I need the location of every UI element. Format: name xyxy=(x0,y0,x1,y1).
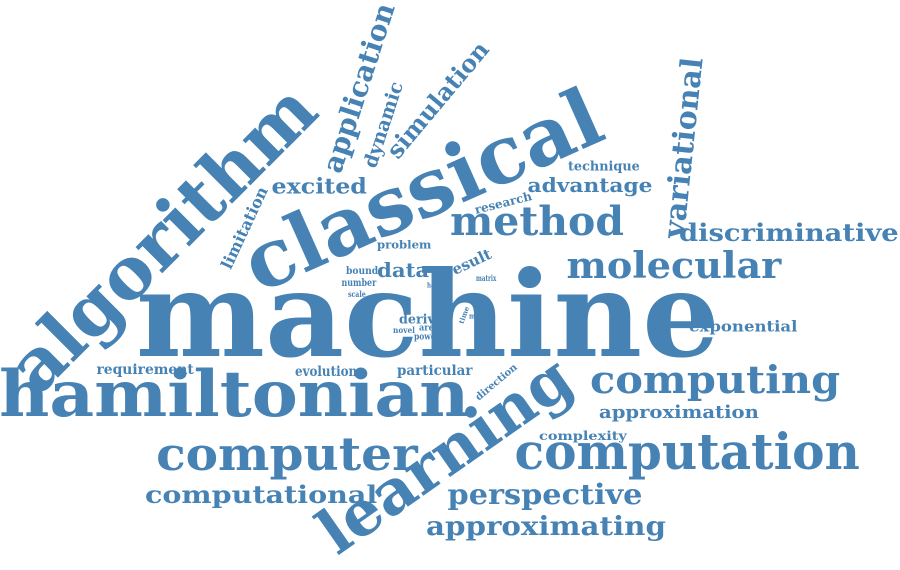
word-variational: variational xyxy=(656,55,711,240)
word-matrix: matrix xyxy=(476,273,497,283)
word-method: method xyxy=(449,198,625,245)
word-power: power xyxy=(413,332,440,343)
word-advantage: advantage xyxy=(527,173,653,197)
word-bound: bound xyxy=(346,266,379,277)
word-machine: machine xyxy=(135,245,720,384)
word-novel: novel xyxy=(392,325,415,335)
word-field: field xyxy=(432,299,445,309)
word-computing: computing xyxy=(589,357,841,402)
word-exponential: exponential xyxy=(688,317,798,336)
word-scale: scale xyxy=(347,289,366,299)
word-data: data xyxy=(377,258,430,282)
word-computation: computation xyxy=(514,422,860,481)
word-complexity: complexity xyxy=(539,429,627,443)
word-problem: problem xyxy=(376,238,432,252)
word-requirement: requirement xyxy=(96,362,194,378)
word-particular: particular xyxy=(396,363,473,379)
word-computer: computer xyxy=(156,427,418,481)
word-molecular: molecular xyxy=(566,245,782,287)
word-computational: computational xyxy=(144,480,378,509)
word-hard: hard xyxy=(427,280,442,290)
word-technique: technique xyxy=(568,159,640,175)
word-number: number xyxy=(341,278,377,289)
word-discriminative: discriminative xyxy=(679,218,899,247)
word-excited: excited xyxy=(271,173,367,199)
word-most: most xyxy=(469,311,486,321)
word-hamiltonian: hamiltonian xyxy=(0,357,470,432)
word-derive: derive xyxy=(398,312,443,328)
word-evolution: evolution xyxy=(295,364,358,380)
word-perspective: perspective xyxy=(447,478,643,511)
word-approximation: approximation xyxy=(599,402,759,423)
word-area: area xyxy=(419,323,440,334)
word-approximating: approximating xyxy=(425,512,666,542)
